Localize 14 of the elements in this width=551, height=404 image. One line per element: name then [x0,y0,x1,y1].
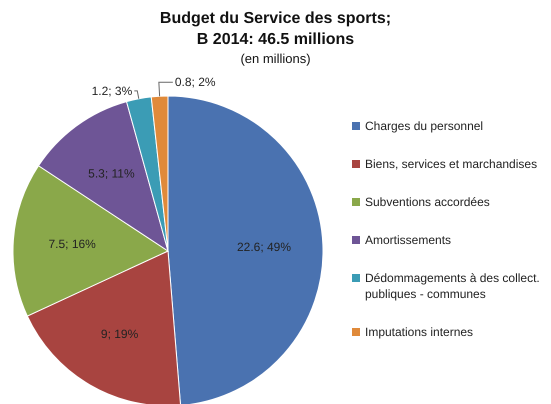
data-label: 22.6; 49% [236,240,292,254]
legend-label: Dédommagements à des collect. publiques - communes [365,270,541,302]
chart-subtitle: (en millions) [239,50,312,68]
data-label: 9; 19% [100,327,139,342]
legend-label: Subventions accordées [365,194,490,210]
data-label: 7.5; 16% [48,236,96,251]
data-label: 5.3; 11% [88,166,135,180]
chart-title: Budget du Service des sports; B 2014: 46.5 millions [158,9,392,50]
legend-label: Biens, services et marchandises [365,156,538,172]
legend-label: Imputations internes [365,324,474,340]
legend-label: Charges du personnel [365,118,484,134]
data-label: 0.8; 2% [174,75,216,90]
data-label: 1.2; 3% [92,84,133,98]
legend-label: Amortissements [365,232,452,248]
